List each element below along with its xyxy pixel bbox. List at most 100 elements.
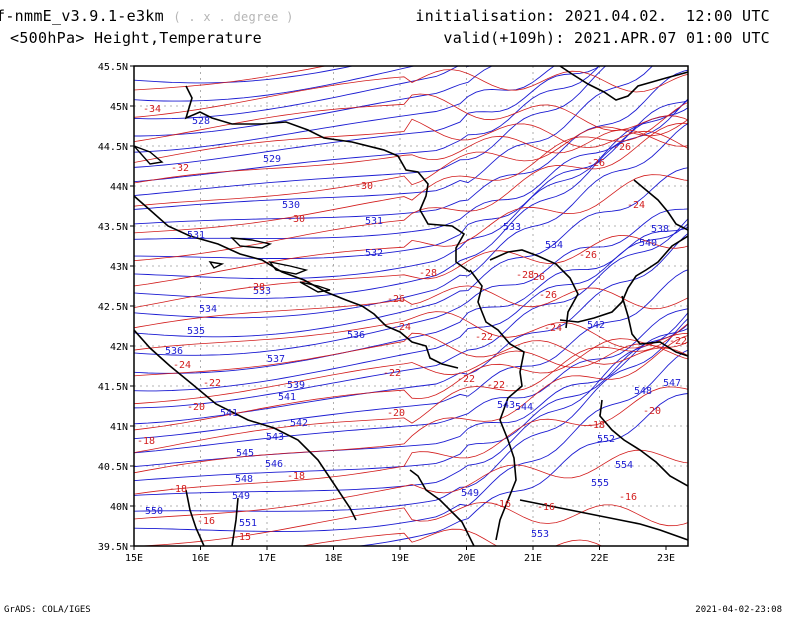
height-contour xyxy=(134,208,688,356)
coastlines xyxy=(134,66,688,546)
temperature-contour xyxy=(134,285,688,329)
temperature-contour-label: -26 xyxy=(579,250,597,261)
lon-tick-label: 21E xyxy=(524,553,542,564)
lat-tick-label: 42.5N xyxy=(98,302,128,313)
height-contour xyxy=(134,66,607,196)
temperature-contours xyxy=(134,66,688,546)
initialisation-time: initialisation: 2021.04.02. 12:00 UTC xyxy=(415,7,770,25)
height-contour-label: 533 xyxy=(503,222,521,233)
latitude-axis: 45.5N 45N 44.5N 44N 43.5N 43N 42.5N 42N 41.5N 41N… xyxy=(98,62,134,553)
temperature-contour xyxy=(134,101,688,234)
height-contour xyxy=(134,69,688,225)
height-contour xyxy=(134,66,653,210)
temperature-contour-label: -26 xyxy=(527,272,545,283)
temperature-contour xyxy=(134,93,688,143)
coastline xyxy=(633,179,688,231)
height-contour xyxy=(134,349,688,532)
height-contour-label: 545 xyxy=(236,448,254,459)
height-contour-label: 547 xyxy=(663,378,681,389)
lat-tick-label: 40.5N xyxy=(98,462,128,473)
temperature-labels: -34-32-30-30-28-28-28-26-26-26-26-26-26-… xyxy=(137,104,687,543)
temperature-contour-label: -16 xyxy=(619,492,637,503)
height-contour-label: 529 xyxy=(263,154,281,165)
lon-tick-label: 17E xyxy=(258,553,276,564)
temperature-contour xyxy=(134,343,688,405)
height-contour-label: 555 xyxy=(591,478,609,489)
height-contour xyxy=(134,66,494,137)
temperature-contour xyxy=(134,335,688,474)
temperature-contour-label: -30 xyxy=(287,214,305,225)
coastline xyxy=(469,269,525,541)
height-contour xyxy=(134,66,470,120)
temperature-contour-label: -22 xyxy=(203,378,221,389)
height-contour xyxy=(134,167,688,338)
height-contour xyxy=(134,323,688,482)
height-contour xyxy=(134,312,688,496)
height-contour xyxy=(134,66,600,183)
temperature-contour-label: -22 xyxy=(457,374,475,385)
temperature-contour xyxy=(134,332,688,377)
height-contour-label: 548 xyxy=(634,386,652,397)
height-contour-label: 551 xyxy=(239,518,257,529)
coastline xyxy=(489,249,579,329)
longitude-axis: 15E 16E 17E 18E 19E 20E 21E 22E 23E xyxy=(125,546,675,564)
height-contour xyxy=(134,66,601,168)
model-name: f-nmmE_v3.9.1-e3km xyxy=(0,7,164,25)
model-title: f-nmmE_v3.9.1-e3km ( . x . degree ) xyxy=(0,7,294,25)
height-contour-label: 528 xyxy=(192,116,210,127)
temperature-contour xyxy=(134,118,688,163)
temperature-contour-label: -26 xyxy=(613,142,631,153)
height-contour-label: 536 xyxy=(165,346,183,357)
height-contour-label: 543 xyxy=(266,432,284,443)
height-contour xyxy=(134,66,555,153)
height-contour-label: 552 xyxy=(597,434,615,445)
temperature-contour-label: -24 xyxy=(393,322,411,333)
height-contour-label: 531 xyxy=(365,216,383,227)
lon-tick-label: 19E xyxy=(391,553,409,564)
lon-tick-label: 18E xyxy=(324,553,342,564)
temperature-contour-label: -22 xyxy=(487,380,505,391)
height-contour-label: 534 xyxy=(545,240,563,251)
coastline xyxy=(185,489,205,546)
height-contour-label: 549 xyxy=(232,491,250,502)
height-labels: 528 529 530 531 531 532 533 533 534 534 535 536 536 5… xyxy=(145,116,681,540)
lat-tick-label: 43.5N xyxy=(98,222,128,233)
height-contour xyxy=(134,232,688,425)
temperature-contour-label: -18 xyxy=(287,471,305,482)
height-contour xyxy=(134,308,688,454)
temperature-contour xyxy=(134,234,688,309)
temperature-contour-label: -34 xyxy=(143,104,161,115)
temperature-contour-label: -26 xyxy=(387,294,405,305)
temperature-contour-label: -20 xyxy=(187,402,205,413)
island-outline xyxy=(299,281,331,293)
height-contour-label: 548 xyxy=(235,474,253,485)
grads-credit: GrADS: COLA/IGES xyxy=(4,605,91,615)
temperature-contour-label: -22 xyxy=(669,336,687,347)
temperature-contour-label: -22 xyxy=(475,332,493,343)
temperature-contour-label: -22 xyxy=(383,368,401,379)
temperature-contour xyxy=(134,323,688,454)
height-contour-label: 540 xyxy=(639,238,657,249)
temperature-contour-label: -20 xyxy=(387,408,405,419)
lat-tick-label: 39.5N xyxy=(98,542,128,553)
temperature-contour xyxy=(134,449,688,520)
lat-tick-label: 45N xyxy=(110,102,128,113)
coastline xyxy=(559,235,688,323)
temperature-contour-label: -28 xyxy=(516,270,534,281)
island-outline xyxy=(268,260,309,275)
temperature-contour-label: -28 xyxy=(247,282,265,293)
height-contour-label: 530 xyxy=(282,200,300,211)
height-contour-label: 531 xyxy=(187,230,205,241)
model-resolution: ( . x . degree ) xyxy=(173,10,294,24)
lat-tick-label: 45.5N xyxy=(98,62,128,73)
height-contour-label: 535 xyxy=(187,326,205,337)
height-contour xyxy=(134,66,355,84)
height-contour-label: 546 xyxy=(265,459,283,470)
height-contour xyxy=(134,66,416,102)
temperature-contour-label: -18 xyxy=(169,484,187,495)
temperature-contour xyxy=(136,501,688,546)
temperature-contour-label: -18 xyxy=(137,436,155,447)
island-outline xyxy=(230,237,273,249)
coastline xyxy=(599,399,688,487)
